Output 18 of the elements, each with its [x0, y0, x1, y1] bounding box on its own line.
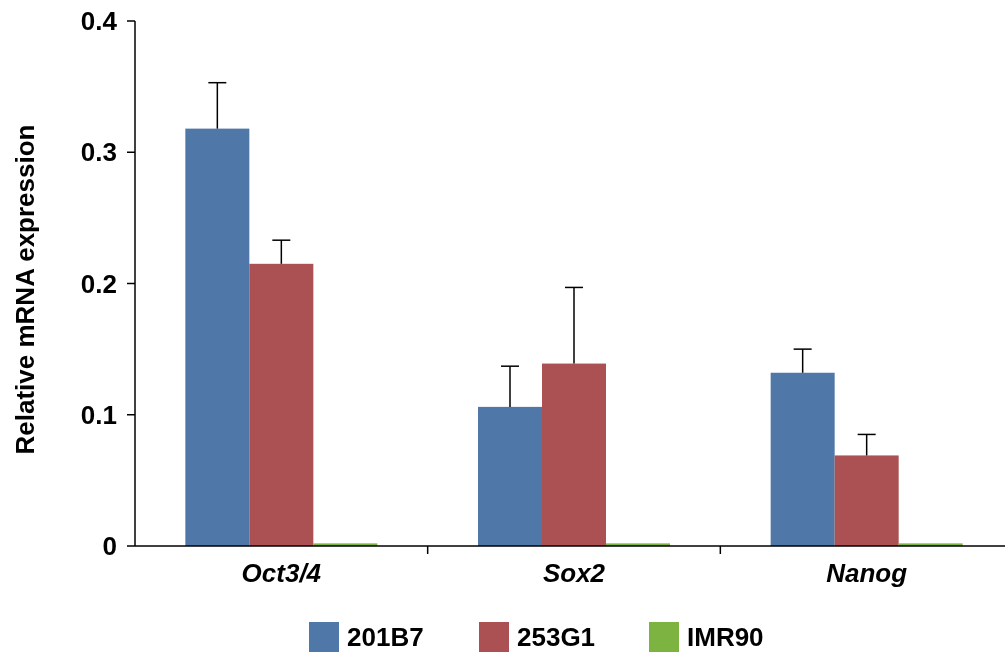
bar — [834, 455, 899, 546]
x-tick-label: Oct3/4 — [241, 558, 322, 588]
legend-label: 201B7 — [347, 622, 424, 653]
y-tick-label: 0.3 — [80, 137, 117, 168]
y-tick-label: 0.4 — [80, 6, 118, 37]
y-tick-label: 0.2 — [80, 268, 117, 299]
x-tick-label: Nanog — [826, 558, 908, 588]
legend-label: 253G1 — [517, 622, 596, 653]
bar — [185, 128, 250, 546]
y-tick-label: 0 — [102, 531, 117, 562]
bar — [542, 363, 606, 546]
legend-label: IMR90 — [687, 622, 764, 653]
y-axis-title: Relative mRNA expression — [10, 124, 40, 455]
bar — [770, 372, 835, 546]
bar — [478, 406, 542, 546]
x-tick-label: Sox2 — [542, 558, 606, 588]
bar — [249, 263, 314, 546]
y-tick-label: 0.1 — [80, 399, 117, 430]
